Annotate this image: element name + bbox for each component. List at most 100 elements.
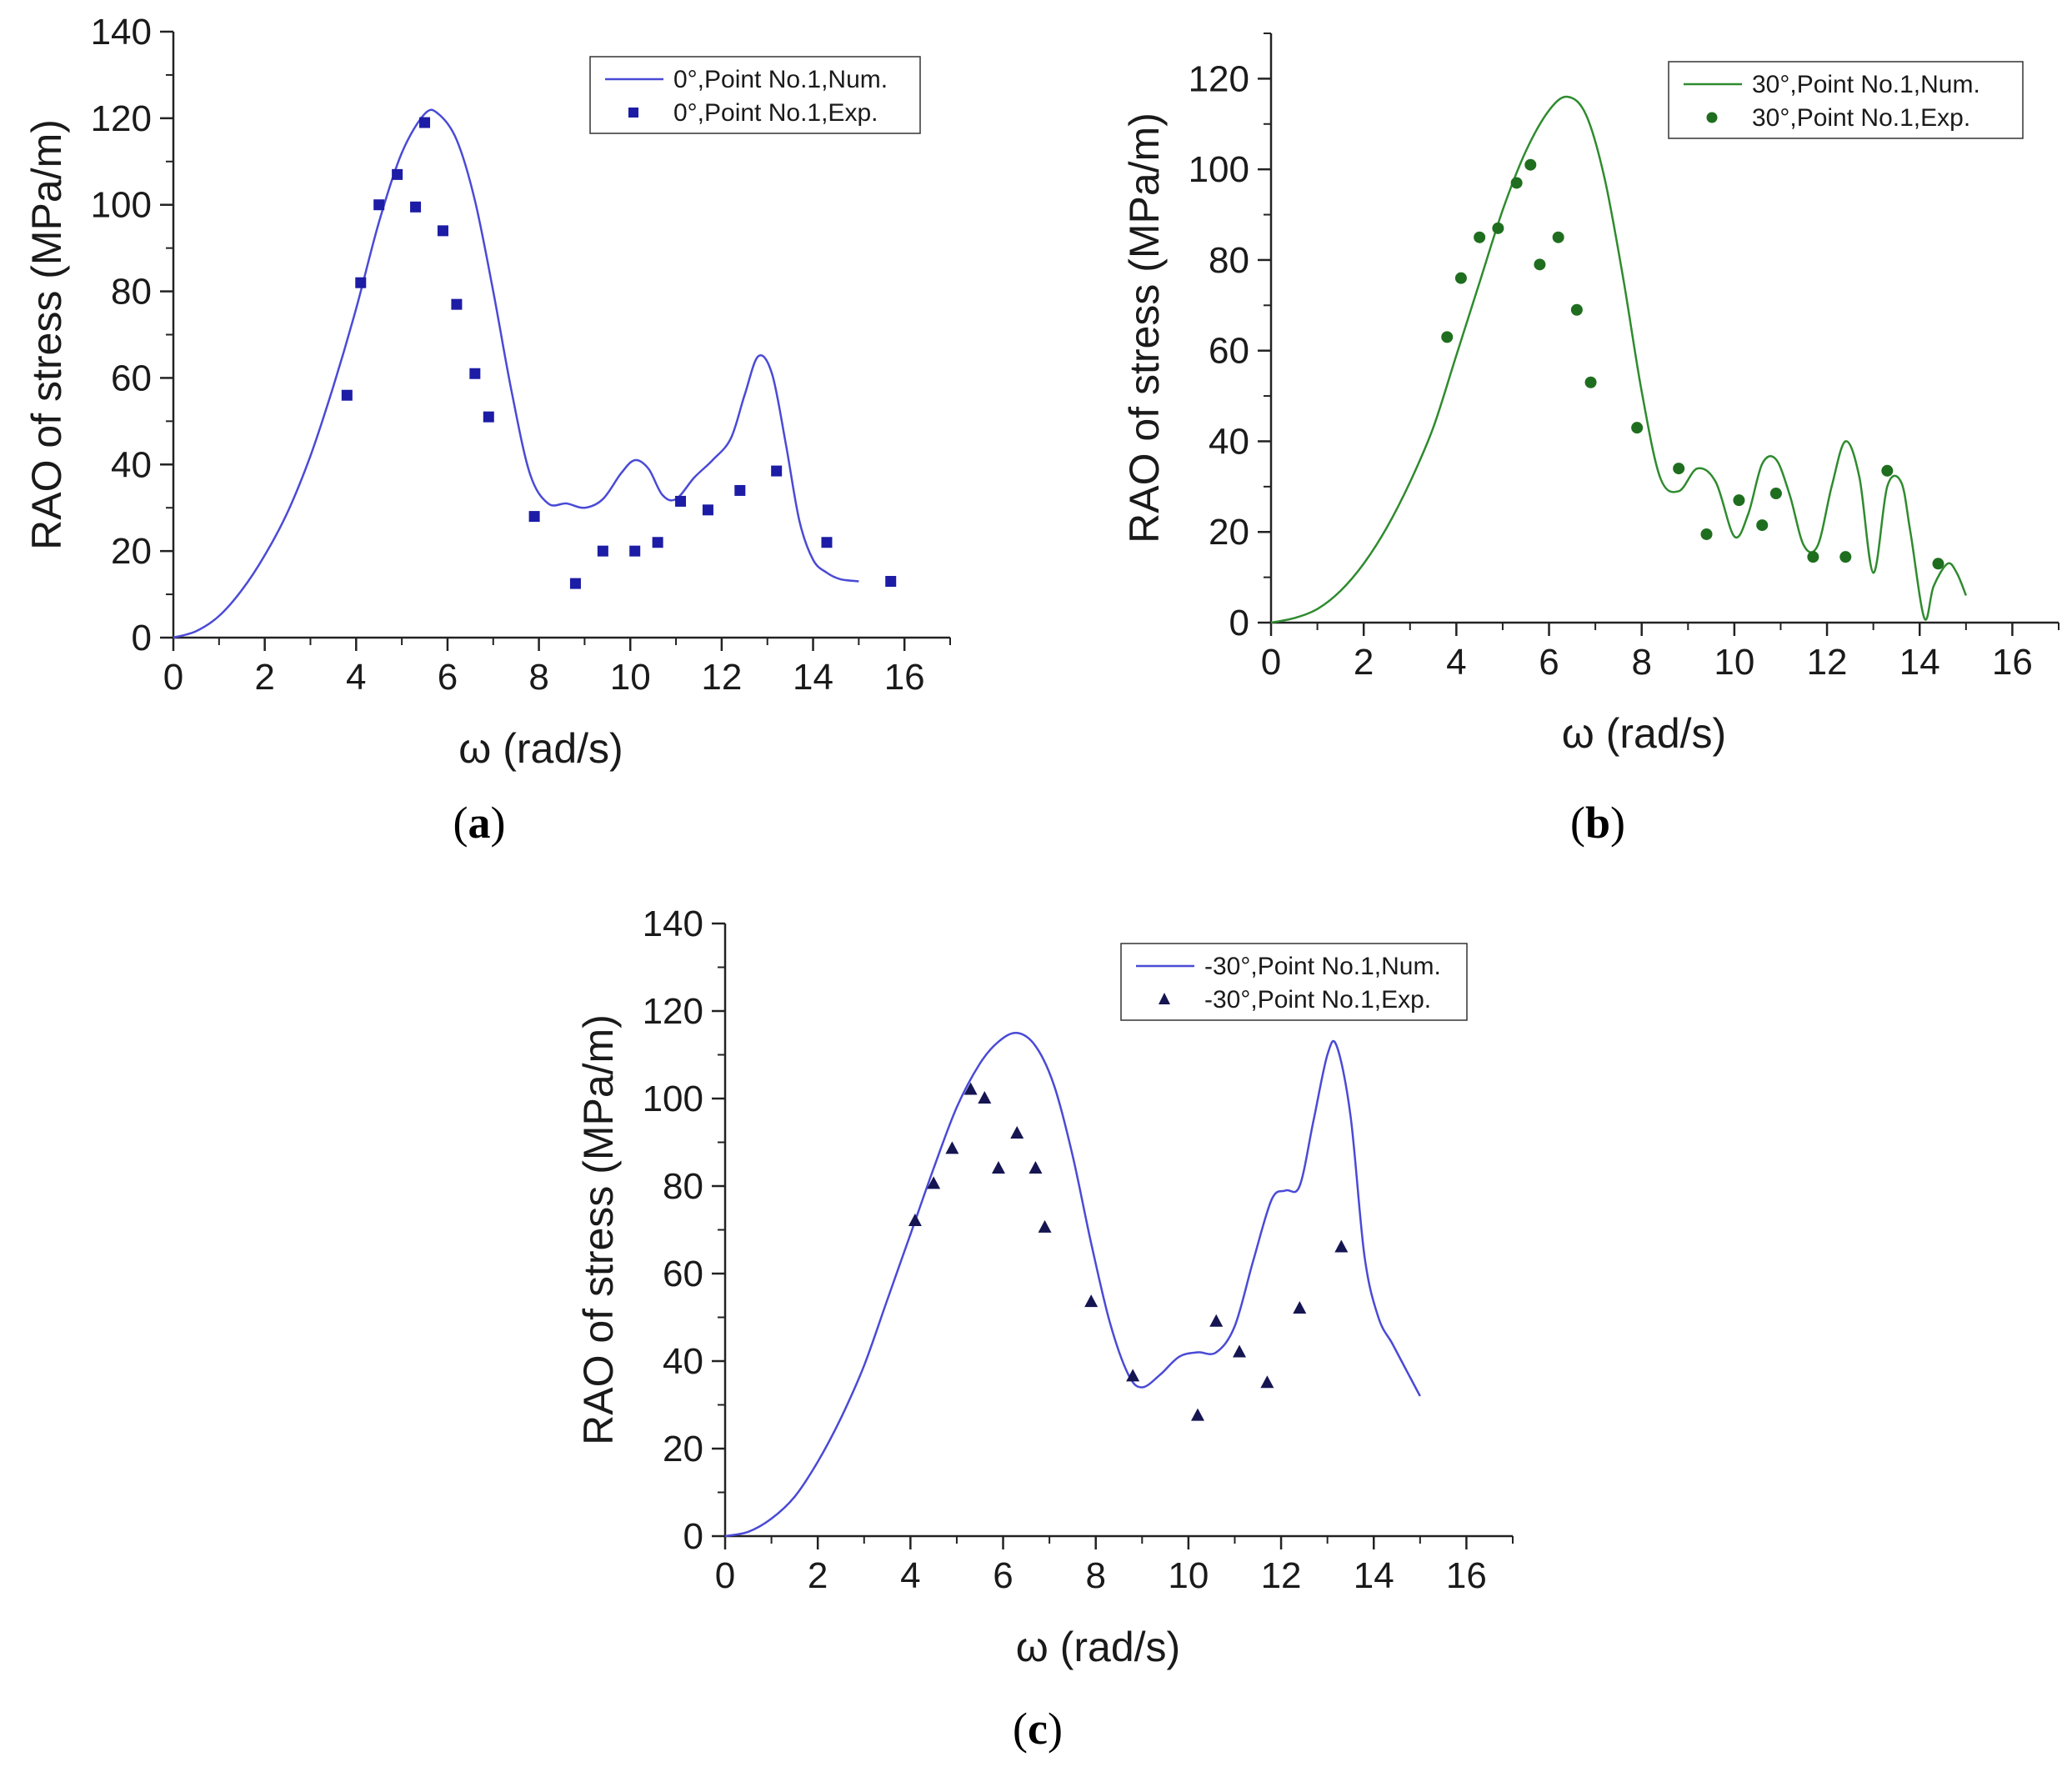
- y-tick-label: 40: [111, 444, 152, 485]
- x-tick-label: 12: [1261, 1555, 1302, 1596]
- x-tick-label: 16: [1992, 642, 2033, 683]
- data-point-triangle: [945, 1141, 959, 1154]
- x-tick-label: 2: [1354, 642, 1374, 683]
- data-point-triangle: [1028, 1161, 1043, 1174]
- y-tick-label: 120: [1189, 58, 1249, 99]
- legend-label: -30°,Point No.1,Exp.: [1204, 986, 1431, 1014]
- series-line: [173, 108, 859, 639]
- x-tick-label: 2: [254, 657, 274, 698]
- data-point-square: [821, 537, 833, 548]
- data-point-triangle: [1260, 1375, 1274, 1389]
- series-line: [724, 1031, 1421, 1538]
- data-point-triangle: [927, 1176, 941, 1189]
- x-tick-label: 6: [438, 657, 458, 698]
- data-point-circle: [1756, 519, 1769, 532]
- data-point-square: [652, 537, 663, 548]
- data-point-square: [355, 277, 367, 288]
- x-tick-label: 4: [346, 657, 366, 698]
- x-tick-label: 14: [793, 657, 833, 698]
- data-point-square: [597, 545, 608, 557]
- data-point-square: [392, 168, 403, 180]
- y-tick-label: 100: [91, 185, 152, 226]
- y-tick-label: 120: [643, 991, 703, 1032]
- x-tick-label: 12: [1807, 642, 1848, 683]
- panel-label: (a): [453, 798, 506, 848]
- legend-label: 0°,Point No.1,Num.: [673, 66, 888, 93]
- x-tick-label: 10: [610, 657, 651, 698]
- data-point-circle: [1570, 303, 1583, 316]
- data-point-square: [483, 411, 494, 423]
- x-axis-title: ω (rad/s): [1016, 1624, 1180, 1670]
- x-tick-label: 4: [1446, 642, 1466, 683]
- legend-label: 30°,Point No.1,Num.: [1752, 71, 1980, 98]
- data-point-square: [702, 504, 713, 516]
- y-tick-label: 60: [111, 358, 152, 398]
- y-axis-title: RAO of stress (MPa/m): [23, 119, 70, 550]
- data-point-triangle: [1233, 1344, 1247, 1358]
- x-tick-label: 14: [1354, 1555, 1394, 1596]
- y-tick-label: 40: [1209, 421, 1249, 462]
- data-point-square: [437, 225, 448, 237]
- y-tick-label: 100: [1189, 149, 1249, 190]
- y-tick-label: 140: [91, 12, 152, 53]
- data-point-circle: [1733, 494, 1745, 507]
- legend-box: [589, 56, 921, 134]
- legend: -30°,Point No.1,Num. -30°,Point No.1,Exp.: [1120, 943, 1468, 1021]
- data-point-square: [373, 199, 385, 211]
- y-tick-label: 80: [1209, 240, 1249, 281]
- x-tick-label: 10: [1168, 1555, 1209, 1596]
- legend-label: 30°,Point No.1,Exp.: [1752, 104, 1970, 132]
- y-tick-label: 60: [663, 1254, 703, 1294]
- x-axis-title: ω (rad/s): [1562, 710, 1726, 757]
- x-axis-title: ω (rad/s): [458, 725, 623, 772]
- chart-panel-a: 0 2 4 6 8 10 12 14 16 0 20 40 60 80 100 120 140 ω (rad/s)…: [23, 12, 951, 848]
- data-point-square: [419, 117, 431, 128]
- x-tick-label: 14: [1899, 642, 1940, 683]
- x-tick-label: 8: [1085, 1555, 1105, 1596]
- data-point-circle: [1631, 422, 1644, 434]
- legend-label: 0°,Point No.1,Exp.: [673, 99, 878, 127]
- legend-box: [1668, 61, 2024, 139]
- legend-box: [1120, 943, 1468, 1021]
- y-tick-label: 60: [1209, 331, 1249, 372]
- y-tick-label: 0: [132, 618, 152, 658]
- data-point-circle: [1454, 272, 1467, 284]
- data-point-circle: [1673, 463, 1685, 475]
- x-tick-label: 8: [1631, 642, 1651, 683]
- y-tick-label: 0: [1229, 603, 1249, 643]
- data-point-square: [451, 298, 463, 310]
- legend-triangle-swatch: [1159, 993, 1170, 1004]
- data-point-circle: [1492, 222, 1504, 234]
- data-point-triangle: [1334, 1239, 1349, 1253]
- data-point-circle: [1881, 464, 1894, 477]
- data-point-triangle: [1084, 1294, 1099, 1308]
- panel-label: (b): [1570, 798, 1625, 848]
- legend-label: -30°,Point No.1,Num.: [1204, 953, 1441, 980]
- data-point-circle: [1510, 177, 1523, 189]
- data-point-square: [675, 495, 687, 507]
- y-tick-label: 80: [663, 1166, 703, 1207]
- data-point-triangle: [1293, 1301, 1307, 1314]
- x-tick-label: 0: [163, 657, 183, 698]
- y-axis-title: RAO of stress (MPa/m): [575, 1014, 622, 1445]
- data-point-triangle: [1038, 1219, 1052, 1233]
- y-tick-label: 120: [91, 98, 152, 139]
- data-point-circle: [1839, 551, 1852, 563]
- legend-circle-swatch: [1706, 112, 1718, 123]
- data-point-circle: [1441, 331, 1454, 343]
- y-tick-label: 20: [111, 531, 152, 572]
- y-tick-label: 20: [1209, 512, 1249, 553]
- y-tick-label: 100: [643, 1079, 703, 1119]
- chart-panel-b: 0 2 4 6 8 10 12 14 16 0 20 40 60 80 100 120 ω (rad/s) RAO…: [1121, 33, 2059, 848]
- legend: 30°,Point No.1,Num. 30°,Point No.1,Exp.: [1668, 61, 2024, 139]
- x-tick-label: 4: [900, 1555, 920, 1596]
- x-tick-label: 0: [715, 1555, 735, 1596]
- data-point-circle: [1700, 528, 1713, 540]
- y-tick-label: 40: [663, 1341, 703, 1382]
- y-tick-label: 20: [663, 1429, 703, 1469]
- chart-panel-c: 0 2 4 6 8 10 12 14 16 0 20 40 60 80 100 120 140 ω (rad/s)…: [575, 904, 1514, 1754]
- legend-square-swatch: [628, 108, 638, 118]
- data-point-square: [569, 578, 581, 589]
- legend: 0°,Point No.1,Num. 0°,Point No.1,Exp.: [589, 56, 921, 134]
- data-point-triangle: [1126, 1369, 1140, 1382]
